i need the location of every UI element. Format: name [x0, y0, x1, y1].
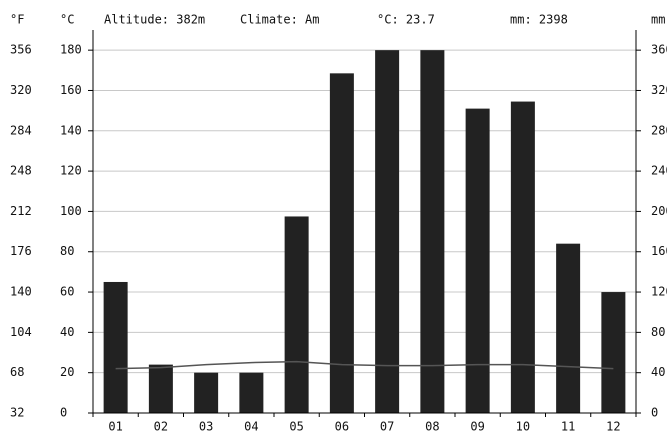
y-tick-label: 60 — [60, 285, 74, 299]
y2-tick-label: 40 — [651, 365, 665, 379]
x-tick-label: 01 — [108, 420, 122, 434]
bar — [375, 50, 400, 413]
bar — [103, 281, 128, 413]
y-label: °C — [60, 13, 74, 27]
bar — [510, 101, 535, 414]
y3-tick-label: 32 — [10, 406, 24, 420]
y3-label: °F — [10, 13, 24, 27]
y-tick-label: 40 — [60, 325, 74, 339]
x-tick-label: 04 — [244, 420, 258, 434]
x-tick-label: 12 — [606, 420, 620, 434]
x-tick-label: 05 — [289, 420, 303, 434]
bar — [239, 372, 264, 413]
y-tick-label: 0 — [60, 406, 67, 420]
y-tick-label: 20 — [60, 365, 74, 379]
y2-tick-label: 240 — [651, 164, 667, 178]
bar — [284, 216, 309, 413]
bar — [148, 364, 173, 413]
y-tick-label: 180 — [60, 43, 82, 57]
x-tick-label: 09 — [470, 420, 484, 434]
y3-tick-label: 320 — [10, 83, 32, 97]
y2-label: mm — [651, 13, 665, 27]
y2-tick-label: 0 — [651, 406, 658, 420]
y3-tick-label: 140 — [10, 285, 32, 299]
y2-tick-label: 320 — [651, 83, 667, 97]
x-tick-label: 07 — [380, 420, 394, 434]
x-tick-label: 03 — [199, 420, 213, 434]
annotation: mm: 2398 — [510, 13, 568, 27]
y3-tick-label: 248 — [10, 164, 32, 178]
y2-tick-label: 200 — [651, 204, 667, 218]
bar — [420, 50, 445, 413]
annotation: Climate: Am — [240, 13, 319, 27]
y2-tick-label: 120 — [651, 285, 667, 299]
bar — [601, 292, 626, 413]
y2-tick-label: 360 — [651, 43, 667, 57]
y3-tick-label: 68 — [10, 365, 24, 379]
y3-tick-label: 104 — [10, 325, 32, 339]
y3-tick-label: 356 — [10, 43, 32, 57]
x-tick-label: 06 — [335, 420, 349, 434]
y2-tick-label: 280 — [651, 123, 667, 137]
y-tick-label: 100 — [60, 204, 82, 218]
y2-tick-label: 80 — [651, 325, 665, 339]
y-tick-label: 160 — [60, 83, 82, 97]
y3-tick-label: 176 — [10, 244, 32, 258]
bar — [329, 73, 354, 413]
line — [115, 360, 614, 370]
y-tick-label: 140 — [60, 123, 82, 137]
x-tick-label: 11 — [561, 420, 575, 434]
x-tick-label: 02 — [154, 420, 168, 434]
annotation: Altitude: 382m — [104, 13, 205, 27]
annotation: °C: 23.7 — [377, 13, 435, 27]
y3-tick-label: 212 — [10, 204, 32, 218]
x-tick-label: 08 — [425, 420, 439, 434]
bar — [194, 372, 219, 413]
y-tick-label: 80 — [60, 244, 74, 258]
y3-tick-label: 284 — [10, 123, 32, 137]
y-tick-label: 120 — [60, 164, 82, 178]
y2-tick-label: 160 — [651, 244, 667, 258]
bar — [465, 108, 490, 414]
bar — [556, 243, 581, 413]
x-tick-label: 10 — [516, 420, 530, 434]
